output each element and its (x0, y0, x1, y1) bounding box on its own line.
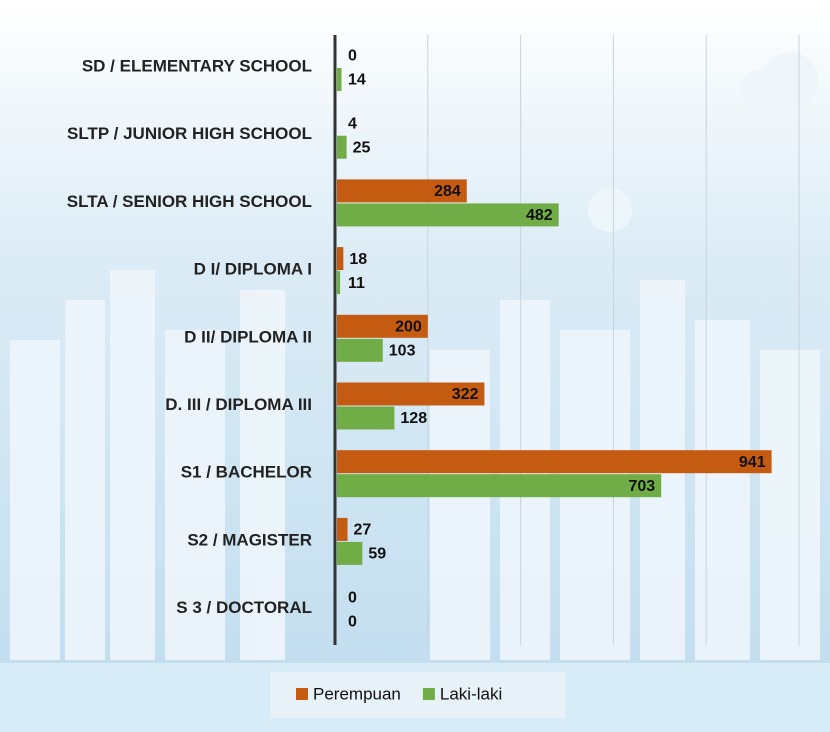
bar (337, 271, 341, 295)
bar (337, 338, 383, 362)
bar (337, 406, 395, 430)
value-label: 0 (348, 48, 357, 65)
value-label: 27 (354, 522, 372, 539)
value-label: 14 (348, 72, 366, 89)
value-label: 0 (348, 589, 357, 606)
value-label: 941 (739, 454, 766, 471)
bar (337, 450, 772, 474)
category-label: S 3 / DOCTORAL (176, 598, 312, 617)
category-label: D I/ DIPLOMA I (194, 260, 312, 279)
category-label: S1 / BACHELOR (181, 463, 312, 482)
legend-box (270, 672, 565, 718)
category-label: S2 / MAGISTER (187, 530, 312, 549)
value-label: 59 (368, 546, 386, 563)
bar (337, 314, 428, 338)
bar (337, 135, 347, 159)
value-label: 482 (526, 207, 553, 224)
legend-label: Perempuan (313, 684, 401, 703)
value-label: 18 (349, 251, 367, 268)
value-label: 322 (452, 386, 479, 403)
value-label: 128 (400, 410, 427, 427)
value-label: 4 (348, 115, 357, 132)
bar (337, 68, 342, 91)
legend-swatch (422, 688, 435, 700)
category-label: SLTP / JUNIOR HIGH SCHOOL (67, 124, 312, 143)
category-label: SD / ELEMENTARY SCHOOL (82, 56, 312, 75)
bar (337, 382, 485, 406)
bar (337, 179, 467, 203)
bar (337, 247, 344, 271)
bar (337, 541, 363, 565)
value-label: 25 (353, 139, 371, 156)
category-label: SLTA / SENIOR HIGH SCHOOL (67, 192, 312, 211)
value-label: 11 (348, 275, 365, 292)
category-label: D. III / DIPLOMA III (165, 395, 312, 414)
legend-swatch (296, 688, 308, 700)
bar (337, 203, 559, 227)
value-label: 703 (628, 478, 655, 495)
value-label: 103 (389, 343, 416, 360)
category-label: D II/ DIPLOMA II (184, 327, 312, 346)
value-label: 284 (434, 183, 461, 200)
bar (337, 517, 348, 541)
bar (337, 474, 662, 498)
value-label: 200 (395, 319, 422, 336)
value-label: 0 (348, 613, 357, 630)
legend-label: Laki-laki (440, 684, 502, 703)
